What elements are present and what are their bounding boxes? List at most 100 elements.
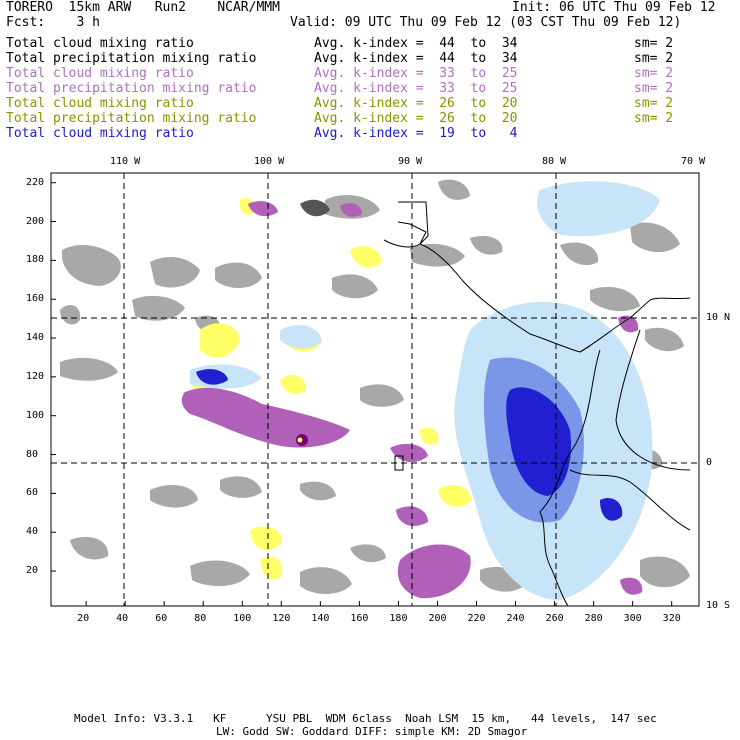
legend-kindex: Avg. k-index = 26 to 20 xyxy=(314,96,518,111)
dark-cloud-area xyxy=(300,199,330,217)
x-tick-label: 260 xyxy=(545,613,564,624)
legend-smoothing: sm= 2 xyxy=(634,36,674,51)
y-tick-label: 40 xyxy=(26,526,39,538)
gray-cloud-area xyxy=(300,481,336,501)
model-run-title: TORERO 15km ARW Run2 NCAR/MMM xyxy=(6,0,280,15)
purple-precip-area xyxy=(397,544,471,599)
gray-cloud-area xyxy=(132,295,185,321)
yellow-precip-area xyxy=(200,323,240,358)
gray-cloud-area xyxy=(332,274,378,299)
dark-blue-area xyxy=(196,369,228,385)
lat-lon-grid xyxy=(51,173,699,606)
lat-label: 0 xyxy=(706,457,713,468)
galapagos xyxy=(394,455,404,471)
lon-label: 100 W xyxy=(254,156,285,167)
valid-time: Valid: 09 UTC Thu 09 Feb 12 (03 CST Thu … xyxy=(290,15,682,30)
legend-field-name: Total cloud mixing ratio xyxy=(6,36,194,51)
gray-cloud-area xyxy=(70,536,109,560)
y-tick-label: 20 xyxy=(26,565,39,577)
blue-cloud-system xyxy=(190,181,660,600)
yellow-precip-area xyxy=(350,246,382,268)
y-tick-label: 120 xyxy=(26,370,45,382)
gray-cloud-area xyxy=(60,305,81,325)
lon-label: 70 W xyxy=(681,156,706,167)
gray-cloud-area xyxy=(220,476,262,498)
y-tick-label: 60 xyxy=(26,487,39,499)
y-tick-label: 180 xyxy=(26,254,45,266)
gray-cloud-area xyxy=(61,244,121,286)
legend-smoothing: sm= 2 xyxy=(634,81,674,96)
legend-row: Total precipitation mixing ratio Avg. k-i… xyxy=(6,111,736,126)
legend-smoothing: sm= 2 xyxy=(634,51,674,66)
init-time: Init: 06 UTC Thu 09 Feb 12 xyxy=(512,0,716,15)
purple-precip-area xyxy=(618,315,639,333)
purple-core xyxy=(297,437,303,443)
x-tick-label: 120 xyxy=(272,613,291,624)
y-tick-label: 220 xyxy=(26,176,45,188)
x-tick-label: 240 xyxy=(506,613,525,624)
gray-cloud-area xyxy=(645,327,684,352)
y-tick-label: 160 xyxy=(26,293,45,305)
legend-smoothing: sm= 2 xyxy=(634,111,674,126)
yellow-precip-area xyxy=(420,427,439,445)
gray-cloud-area xyxy=(350,544,386,563)
y-tick-label: 80 xyxy=(26,448,39,460)
panama-coast xyxy=(579,297,691,353)
south-america-coast xyxy=(539,349,601,607)
gray-cloud-area xyxy=(150,256,200,288)
legend-kindex: Avg. k-index = 19 to 4 xyxy=(314,126,518,141)
x-tick-label: 20 xyxy=(77,613,90,624)
legend-smoothing: sm= 2 xyxy=(634,96,674,111)
gray-cloud-area xyxy=(360,384,404,407)
forecast-hour: Fcst: 3 h xyxy=(6,15,100,30)
legend-row: Total precipitation mixing ratio Avg. k-i… xyxy=(6,51,736,66)
central-america-border xyxy=(383,221,427,248)
purple-precip-area xyxy=(248,201,278,217)
dark-blue-area xyxy=(506,387,572,496)
legend-row: Total cloud mixing ratio Avg. k-index = 1… xyxy=(6,126,736,141)
y-tick-label: 200 xyxy=(26,215,45,227)
yellow-precip-fields xyxy=(190,197,519,580)
lat-label: 10 N xyxy=(706,312,731,323)
yellow-precip-area xyxy=(260,556,283,580)
x-tick-label: 80 xyxy=(194,613,207,624)
yellow-precip-area xyxy=(239,197,255,215)
x-tick-label: 40 xyxy=(116,613,129,624)
x-tick-label: 100 xyxy=(233,613,252,624)
axis-ticks xyxy=(51,182,673,606)
yellow-precip-area xyxy=(438,485,472,507)
x-tick-label: 300 xyxy=(623,613,642,624)
gray-cloud-area xyxy=(410,243,465,267)
legend-kindex: Avg. k-index = 44 to 34 xyxy=(314,36,518,51)
legend-field-name: Total precipitation mixing ratio xyxy=(6,111,257,126)
peru-border xyxy=(569,469,691,531)
legend-kindex: Avg. k-index = 44 to 34 xyxy=(314,51,518,66)
purple-precip-fields xyxy=(181,201,643,599)
x-tick-label: 180 xyxy=(389,613,408,624)
purple-precip-area xyxy=(340,203,362,217)
legend-field-name: Total precipitation mixing ratio xyxy=(6,81,257,96)
light-blue-area xyxy=(280,325,322,349)
x-tick-label: 320 xyxy=(662,613,681,624)
legend-field-name: Total cloud mixing ratio xyxy=(6,126,194,141)
legend-field-name: Total cloud mixing ratio xyxy=(6,96,194,111)
gray-cloud-area xyxy=(630,222,680,253)
gray-cloud-area xyxy=(560,242,599,266)
y-tick-label: 100 xyxy=(26,409,45,421)
model-info: Model Info: V3.3.1 KF YSU PBL WDM 6class… xyxy=(74,712,657,725)
gray-cloud-area xyxy=(300,567,352,594)
gray-cloud-area xyxy=(60,357,118,381)
legend-field-name: Total cloud mixing ratio xyxy=(6,66,194,81)
x-tick-label: 280 xyxy=(584,613,603,624)
legend-row: Total cloud mixing ratio Avg. k-index = 4… xyxy=(6,36,736,51)
legend-kindex: Avg. k-index = 26 to 20 xyxy=(314,111,518,126)
legend-smoothing: sm= 2 xyxy=(634,66,674,81)
lon-label: 80 W xyxy=(542,156,567,167)
purple-precip-area xyxy=(181,387,350,448)
legend-row: Total precipitation mixing ratio Avg. k-i… xyxy=(6,81,736,96)
gray-cloud-area xyxy=(470,235,503,255)
lon-label: 110 W xyxy=(110,156,141,167)
gray-cloud-fields xyxy=(60,179,690,594)
legend-row: Total cloud mixing ratio Avg. k-index = 3… xyxy=(6,66,736,81)
